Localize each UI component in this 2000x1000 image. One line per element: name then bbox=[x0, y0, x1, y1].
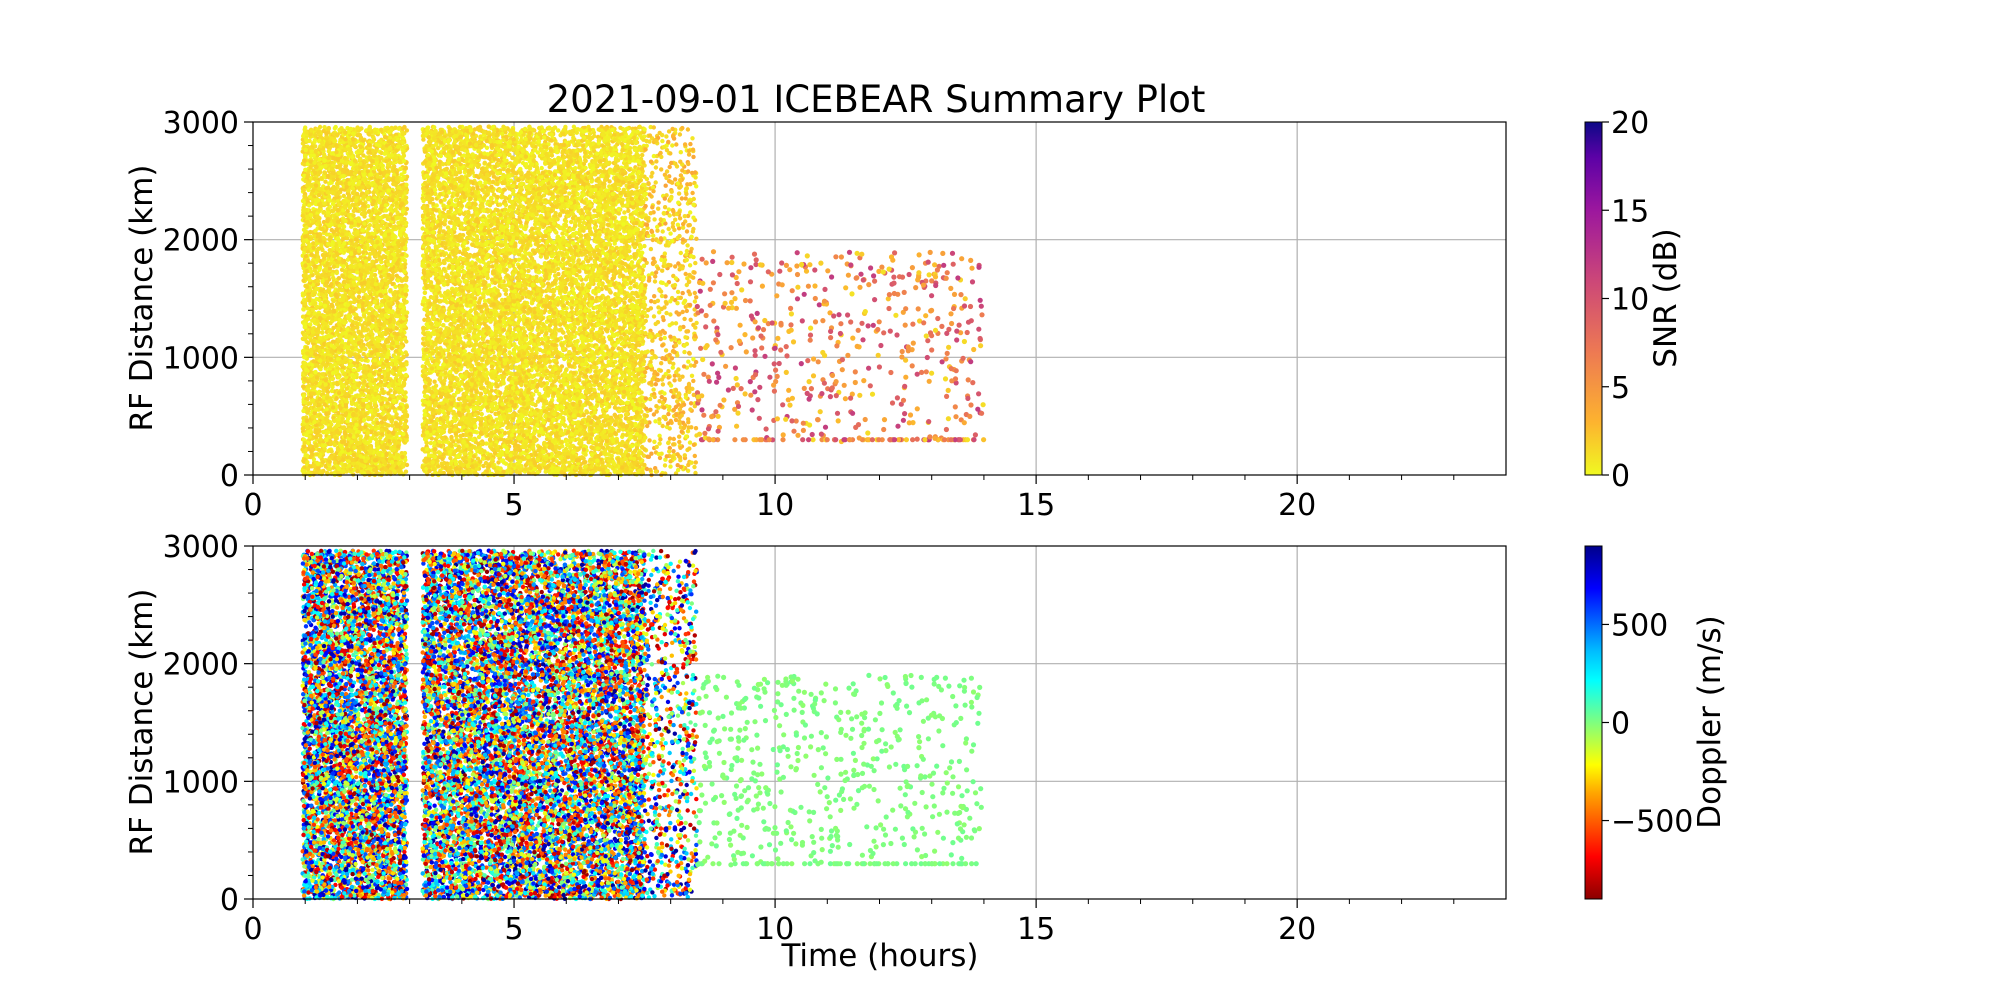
data-point bbox=[381, 254, 385, 258]
data-point bbox=[325, 232, 329, 236]
data-point bbox=[369, 329, 373, 333]
data-point bbox=[306, 188, 310, 192]
data-point bbox=[345, 327, 349, 331]
data-point bbox=[327, 127, 331, 131]
data-point bbox=[398, 395, 402, 399]
data-point bbox=[361, 153, 365, 157]
data-point bbox=[384, 182, 388, 186]
data-point bbox=[378, 293, 382, 297]
data-point bbox=[363, 413, 367, 417]
data-point bbox=[349, 225, 353, 229]
data-point bbox=[348, 314, 352, 318]
data-point bbox=[324, 186, 328, 190]
chart-title: 2021-09-01 ICEBEAR Summary Plot bbox=[547, 78, 1206, 121]
data-point bbox=[394, 246, 398, 250]
data-point bbox=[329, 282, 333, 286]
data-point bbox=[383, 289, 387, 293]
data-point bbox=[384, 452, 388, 456]
data-point bbox=[307, 298, 311, 302]
data-point bbox=[330, 228, 334, 232]
data-point bbox=[301, 307, 305, 311]
data-point bbox=[305, 345, 309, 349]
data-point bbox=[392, 439, 396, 443]
data-point bbox=[403, 270, 407, 274]
data-point bbox=[387, 188, 391, 192]
data-point bbox=[359, 255, 363, 259]
data-point bbox=[301, 315, 305, 319]
data-point bbox=[321, 236, 325, 240]
data-point bbox=[352, 333, 356, 337]
data-point bbox=[392, 293, 396, 297]
data-point bbox=[361, 385, 365, 389]
data-point bbox=[405, 463, 409, 467]
data-point bbox=[342, 280, 346, 284]
data-point bbox=[335, 396, 339, 400]
data-point bbox=[303, 449, 307, 453]
data-point bbox=[403, 246, 407, 250]
data-point bbox=[351, 213, 355, 217]
data-point bbox=[317, 298, 321, 302]
data-point bbox=[379, 415, 383, 419]
data-point bbox=[380, 406, 384, 410]
data-point bbox=[374, 209, 378, 213]
data-point bbox=[313, 229, 317, 233]
data-point bbox=[352, 368, 356, 372]
